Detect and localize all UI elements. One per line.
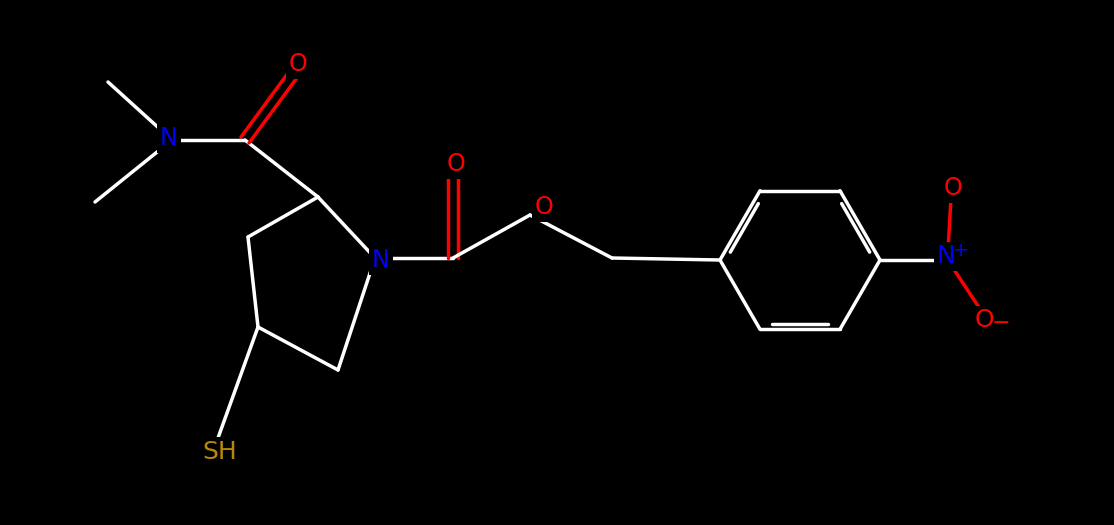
Text: O: O xyxy=(289,52,307,76)
Text: SH: SH xyxy=(203,440,237,464)
Text: +: + xyxy=(952,240,969,259)
Text: O: O xyxy=(447,152,466,176)
Text: −: − xyxy=(991,313,1010,333)
Text: O: O xyxy=(944,176,962,200)
Text: O: O xyxy=(974,308,994,332)
Text: N: N xyxy=(372,248,390,272)
Text: N: N xyxy=(937,244,956,268)
Text: O: O xyxy=(535,195,554,219)
Text: N: N xyxy=(160,126,178,150)
